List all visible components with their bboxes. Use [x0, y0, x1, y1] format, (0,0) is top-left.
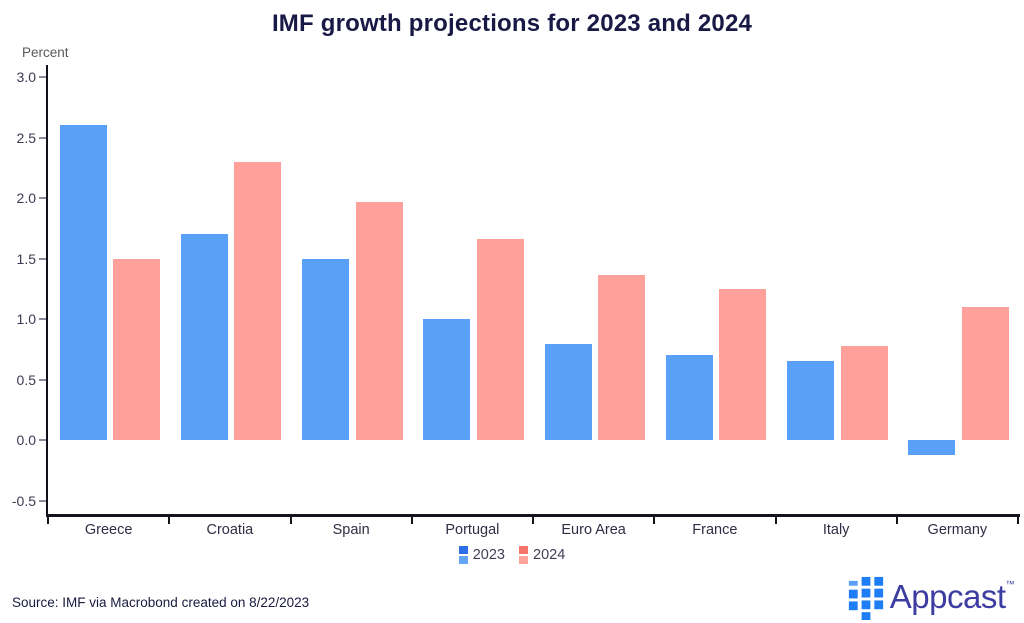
legend-marker-icon: [519, 546, 528, 564]
x-category-label: Italy: [822, 522, 850, 538]
x-axis-tick: [410, 517, 413, 524]
appcast-logo: Appcast™: [848, 574, 1014, 620]
y-tick-label: 1.5: [16, 250, 36, 267]
bar-germany-2023: [908, 440, 956, 455]
y-axis-line: [46, 65, 48, 517]
y-tick-label: 0.5: [16, 371, 36, 388]
y-tick-label: 2.5: [16, 129, 36, 146]
x-category-label: Portugal: [445, 522, 500, 538]
y-tick-label: 2.0: [16, 190, 36, 206]
legend-item-2023: 2023: [458, 546, 505, 564]
y-axis-tick: [39, 318, 46, 320]
bar-germany-2024: [961, 306, 1009, 440]
bar-italy-2023: [787, 361, 834, 440]
bar-croatia-2024: [234, 161, 282, 440]
x-axis-tick: [774, 517, 777, 524]
bar-euro-area-2023: [544, 344, 592, 440]
bar-france-2024: [719, 288, 767, 440]
appcast-logo-mark-icon: [848, 576, 883, 620]
chart-title: IMF growth projections for 2023 and 2024: [271, 10, 753, 37]
x-axis-tick: [289, 517, 292, 524]
x-category-label: Croatia: [206, 522, 254, 538]
y-tick-label: 0.0: [16, 432, 36, 448]
legend-marker-icon: [458, 546, 468, 564]
bar-greece-2023: [59, 125, 107, 440]
y-tick-label: 1.0: [16, 311, 36, 327]
bar-portugal-2024: [476, 239, 524, 440]
bar-greece-2024: [113, 258, 160, 440]
x-category-label: France: [692, 522, 738, 538]
y-axis-tick: [39, 499, 46, 502]
y-axis-tick: [39, 197, 46, 199]
trademark-symbol: ™: [1005, 579, 1015, 589]
y-axis-tick: [39, 378, 46, 381]
x-axis-tick: [47, 517, 49, 524]
x-axis-tick: [895, 517, 898, 524]
bar-spain-2024: [355, 201, 403, 440]
bar-portugal-2023: [423, 319, 471, 440]
y-axis-tick: [39, 136, 46, 139]
x-axis-tick: [653, 517, 656, 524]
y-axis-unit-label: Percent: [22, 45, 69, 60]
x-axis-tick: [168, 517, 171, 524]
x-category-label: Germany: [927, 522, 988, 538]
x-axis-tick: [532, 517, 534, 524]
source-note: Source: IMF via Macrobond created on 8/2…: [12, 595, 310, 610]
bar-euro-area-2024: [598, 275, 645, 440]
appcast-logo-text: Appcast™: [889, 578, 1015, 615]
chart-legend: 2023 2024: [0, 546, 1024, 564]
y-axis-tick: [39, 439, 46, 441]
bar-italy-2024: [840, 345, 888, 440]
y-axis-tick: [39, 76, 46, 78]
x-axis-line: [46, 514, 1020, 517]
x-category-label: Euro Area: [561, 522, 626, 538]
legend-label: 2023: [472, 547, 505, 563]
y-axis-tick: [39, 257, 46, 260]
x-axis-tick: [1017, 517, 1019, 524]
legend-item-2024: 2024: [519, 546, 565, 564]
legend-label: 2024: [533, 547, 566, 563]
bar-croatia-2023: [180, 234, 228, 440]
y-tick-label: 3.0: [16, 69, 36, 85]
bar-france-2023: [665, 355, 713, 440]
x-category-label: Spain: [332, 522, 370, 538]
bar-spain-2023: [302, 258, 349, 440]
x-category-label: Greece: [84, 522, 133, 538]
y-tick-label: -0.5: [11, 492, 36, 509]
